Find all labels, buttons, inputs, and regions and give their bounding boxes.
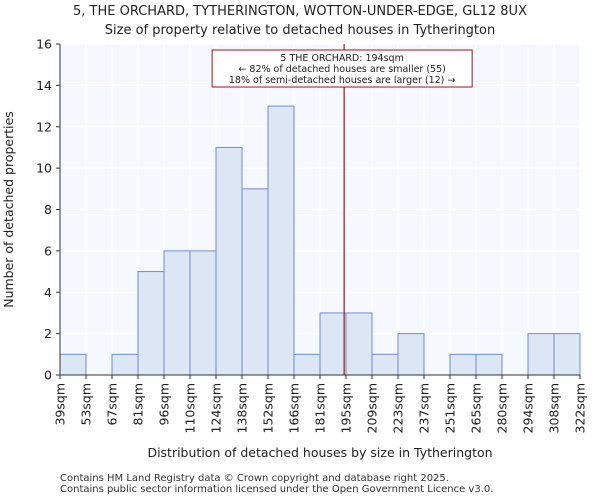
x-tick-label: 308sqm: [547, 383, 562, 433]
y-axis-label: Number of detached properties: [1, 111, 16, 308]
x-tick-label: 181sqm: [313, 383, 328, 433]
histogram-bar: [527, 333, 555, 376]
histogram-bar: [319, 312, 347, 376]
histogram-chart: 5 THE ORCHARD: 194sqm← 82% of detached h…: [1, 37, 588, 461]
histogram-bar: [215, 146, 243, 376]
y-tick-label: 16: [36, 37, 52, 52]
x-tick-label: 265sqm: [469, 383, 484, 433]
footer-line-2: Contains public sector information licen…: [60, 484, 494, 495]
x-tick-label: 53sqm: [79, 383, 94, 426]
annotation-line: 18% of semi-detached houses are larger (…: [229, 75, 456, 86]
x-tick-label: 322sqm: [573, 383, 588, 433]
chart-title: 5, THE ORCHARD, TYTHERINGTON, WOTTON-UND…: [73, 4, 527, 19]
x-tick-label: 280sqm: [495, 383, 510, 433]
x-tick-label: 294sqm: [521, 383, 536, 433]
y-tick-label: 10: [36, 161, 52, 176]
histogram-bar: [475, 353, 503, 376]
chart-title-block: 5, THE ORCHARD, TYTHERINGTON, WOTTON-UND…: [0, 2, 600, 40]
annotation-box: [211, 49, 473, 88]
y-tick-label: 0: [44, 368, 52, 383]
x-tick-label: 124sqm: [209, 383, 224, 433]
histogram-bar: [111, 353, 139, 376]
annotation-line: ← 82% of detached houses are smaller (55…: [238, 64, 445, 75]
x-tick-label: 96sqm: [157, 383, 172, 426]
x-tick-label: 138sqm: [235, 383, 250, 433]
histogram-bar: [449, 353, 477, 376]
x-axis-label: Distribution of detached houses by size …: [147, 445, 492, 460]
footer-line-1: Contains HM Land Registry data © Crown c…: [60, 473, 449, 484]
attribution-footer: Contains HM Land Registry data © Crown c…: [60, 473, 493, 495]
x-tick-label: 209sqm: [365, 383, 380, 433]
y-tick-label: 12: [36, 119, 52, 134]
histogram-bar: [241, 188, 269, 376]
x-tick-label: 223sqm: [391, 383, 406, 433]
histogram-bar: [59, 353, 87, 376]
x-tick-label: 195sqm: [339, 383, 354, 433]
histogram-bar: [371, 353, 399, 376]
y-tick-label: 2: [44, 326, 52, 341]
x-tick-label: 152sqm: [261, 383, 276, 433]
x-tick-label: 110sqm: [183, 383, 198, 433]
y-tick-label: 14: [36, 78, 52, 93]
histogram-bar: [293, 353, 321, 376]
x-tick-label: 251sqm: [443, 383, 458, 433]
y-tick-label: 6: [44, 243, 52, 258]
chart-subtitle: Size of property relative to detached ho…: [104, 23, 496, 38]
x-tick-label: 237sqm: [417, 383, 432, 433]
histogram-bar: [553, 333, 581, 376]
histogram-bar: [189, 250, 217, 376]
y-tick-label: 8: [44, 202, 52, 217]
x-tick-label: 67sqm: [105, 383, 120, 426]
histogram-bar: [345, 312, 373, 376]
y-tick-label: 4: [44, 285, 52, 300]
histogram-bar: [163, 250, 191, 376]
histogram-bar: [397, 333, 425, 376]
x-tick-label: 39sqm: [53, 383, 68, 426]
histogram-bar: [267, 105, 295, 376]
annotation-line: 5 THE ORCHARD: 194sqm: [280, 53, 403, 64]
x-tick-label: 81sqm: [131, 383, 146, 426]
histogram-bar: [137, 271, 165, 376]
x-tick-label: 166sqm: [287, 383, 302, 433]
